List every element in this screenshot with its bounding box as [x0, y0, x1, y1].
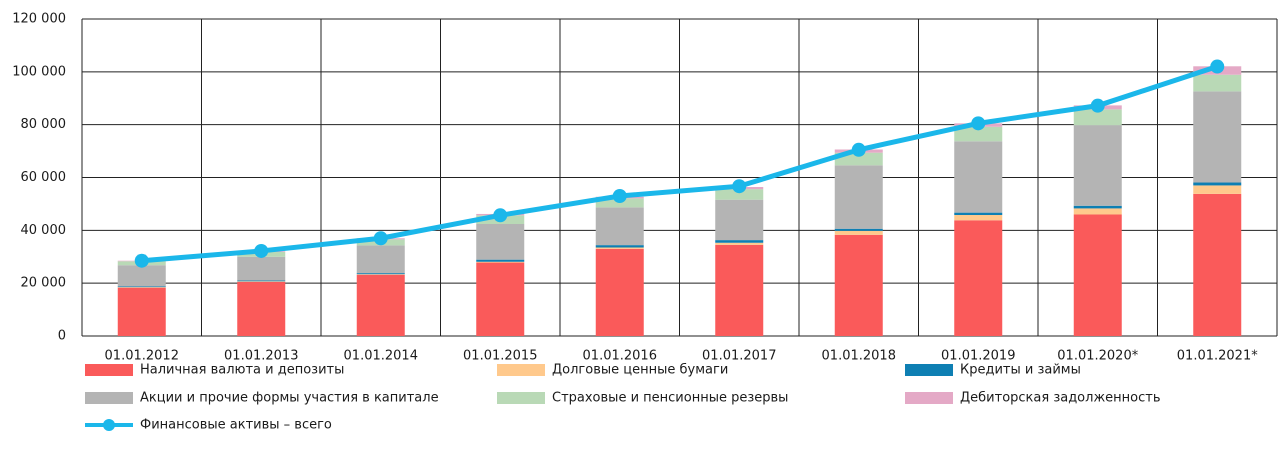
total-line — [141, 64, 1219, 264]
bar-segment — [237, 281, 286, 336]
bar-segment — [1193, 185, 1242, 194]
y-tick-label: 20 000 — [21, 276, 67, 291]
line-point — [971, 116, 986, 131]
legend-swatch — [497, 392, 545, 404]
y-tick-label: 0 — [58, 329, 66, 344]
bar-segment — [237, 256, 286, 281]
y-tick-label: 120 000 — [12, 12, 66, 27]
legend-label: Дебиторская задолженность — [960, 391, 1161, 406]
y-tick-label: 60 000 — [21, 170, 67, 185]
legend-marker — [103, 419, 115, 431]
bar-segment — [1193, 91, 1242, 183]
y-tick-label: 100 000 — [12, 64, 66, 79]
bar-segment — [476, 261, 525, 263]
bar-segment — [595, 245, 644, 248]
legend-swatch — [905, 364, 953, 376]
bar-segment — [1073, 109, 1122, 126]
legend-swatch — [85, 392, 133, 404]
bar-segment — [595, 247, 644, 249]
x-tick-label: 01.01.2016 — [583, 349, 657, 364]
y-tick-label: 40 000 — [21, 223, 67, 238]
bar-segment — [476, 262, 525, 336]
bar-segment — [715, 199, 764, 241]
bar-segment — [954, 141, 1003, 213]
legend-label: Кредиты и займы — [960, 363, 1081, 378]
bar-segment — [1073, 208, 1122, 215]
x-tick-label: 01.01.2017 — [702, 349, 776, 364]
x-tick-label: 01.01.2013 — [224, 349, 298, 364]
bar-segment — [117, 265, 166, 287]
bar-segment — [356, 273, 405, 275]
legend-label: Акции и прочие формы участия в капитале — [140, 391, 439, 406]
legend-label: Долговые ценные бумаги — [552, 363, 728, 378]
bar-segment — [1073, 214, 1122, 336]
x-tick-label: 01.01.2015 — [463, 349, 537, 364]
bar-segment — [356, 245, 405, 274]
x-tick-label: 01.01.2018 — [822, 349, 896, 364]
legend-label: Страховые и пенсионные резервы — [552, 391, 788, 406]
bar-segment — [237, 281, 286, 282]
line-point — [851, 142, 866, 157]
bar-segment — [595, 248, 644, 336]
bar-segment — [715, 189, 764, 200]
bar-segment — [715, 242, 764, 245]
legend-label: Наличная валюта и депозиты — [140, 363, 344, 378]
bar-segment — [1193, 193, 1242, 336]
bar-segment — [954, 212, 1003, 216]
legend-label: Финансовые активы – всего — [140, 418, 332, 433]
bar-segment — [476, 223, 525, 260]
x-tick-label: 01.01.2020* — [1057, 349, 1138, 364]
bar-segment — [117, 287, 166, 336]
bar-segment — [476, 259, 525, 262]
bar-segment — [834, 234, 883, 336]
bar-segment — [715, 240, 764, 243]
bar-segment — [356, 274, 405, 336]
line-point — [134, 253, 149, 268]
bar-segment — [1073, 205, 1122, 209]
line-point — [373, 231, 388, 246]
bar-segment — [954, 220, 1003, 336]
bar-segment — [117, 286, 166, 288]
bar-segment — [356, 274, 405, 275]
bar-segment — [834, 230, 883, 235]
bar-segment — [595, 207, 644, 246]
x-tick-label: 01.01.2014 — [344, 349, 418, 364]
bar-segment — [1073, 125, 1122, 206]
line-point — [1210, 59, 1225, 74]
bar-segment — [834, 228, 883, 231]
x-tick-label: 01.01.2021* — [1177, 349, 1258, 364]
line-point — [254, 243, 269, 258]
bar-segment — [715, 244, 764, 336]
legend-swatch — [497, 364, 545, 376]
line-point — [493, 208, 508, 223]
bar-segment — [1193, 182, 1242, 186]
line-point — [1090, 98, 1105, 113]
bar-segment — [237, 280, 286, 282]
legend-swatch — [85, 364, 133, 376]
line-point — [612, 188, 627, 203]
y-tick-label: 80 000 — [21, 117, 67, 132]
legend-swatch — [905, 392, 953, 404]
bar-segment — [834, 165, 883, 229]
x-tick-label: 01.01.2012 — [105, 349, 179, 364]
bar-segment — [1193, 74, 1242, 92]
bar-segment — [954, 126, 1003, 142]
bar-segment — [117, 287, 166, 288]
x-tick-label: 01.01.2019 — [941, 349, 1015, 364]
line-point — [732, 179, 747, 194]
bar-segment — [954, 215, 1003, 221]
